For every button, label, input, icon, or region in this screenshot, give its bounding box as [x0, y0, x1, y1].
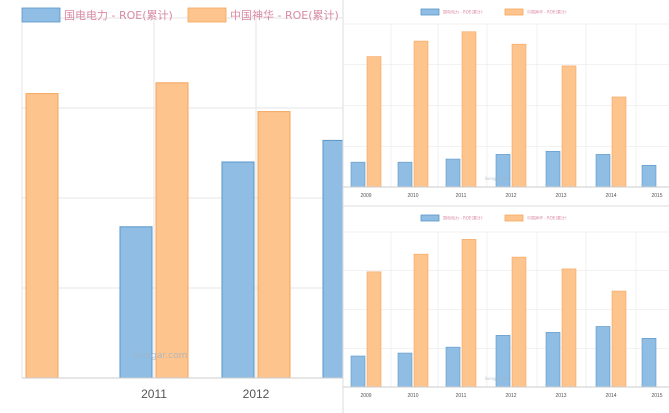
x-tick-label-2012: 2012 [505, 193, 516, 199]
legend-swatch-guodian[interactable] [420, 8, 440, 16]
bar-guodian-2013[interactable] [322, 139, 355, 379]
watermark-text: livingar.com [133, 351, 188, 361]
bar-guodian-2011[interactable] [445, 158, 461, 188]
bar-shenhua-2014[interactable] [611, 290, 627, 388]
bar-shenhua-2009[interactable] [366, 56, 382, 188]
bar-shenhua-2011[interactable] [155, 82, 189, 379]
bar-shenhua-2010[interactable] [413, 40, 429, 188]
watermark-text: livingar.com [485, 376, 509, 381]
chart-panel-top-right: 2009 2010 2011 2012 2013 2014 2015 国电电力 - ROE(累… [343, 9, 669, 199]
x-tick-label-2009: 2009 [360, 393, 371, 399]
x-tick-label-2011: 2011 [141, 387, 167, 401]
legend-swatch-guodian[interactable] [21, 7, 61, 23]
legend-swatch-shenhua[interactable] [187, 7, 227, 23]
bar-guodian-2013[interactable] [545, 150, 561, 188]
bar-shenhua-2009[interactable] [366, 271, 382, 388]
bar-guodian-2014[interactable] [595, 326, 611, 388]
x-tick-label-2011: 2011 [456, 193, 467, 199]
x-tick-label-2011: 2011 [456, 393, 467, 399]
x-tick-label-2010: 2010 [407, 193, 418, 199]
legend-swatch-shenhua[interactable] [504, 214, 524, 222]
legend-label-shenhua[interactable]: 中国神华 - ROE(累计) [230, 8, 339, 22]
bar-guodian-2015[interactable] [641, 164, 657, 188]
legend-swatch-guodian[interactable] [420, 214, 440, 222]
bar-guodian-2012[interactable] [221, 161, 255, 379]
x-tick-label-2014: 2014 [605, 193, 616, 199]
x-tick-label-2015: 2015 [651, 193, 662, 199]
x-tick-label-2009: 2009 [360, 193, 371, 199]
chart-panel-bottom-right: 2009 2010 2011 2012 2013 2014 2015 国电电力 - ROE(累… [343, 215, 669, 399]
watermark-text: livingar.com [485, 176, 509, 181]
bar-guodian-2014[interactable] [595, 154, 611, 188]
legend-label-shenhua[interactable]: 中国神华 - ROE(累计) [527, 9, 567, 15]
bar-guodian-2009[interactable] [350, 161, 366, 188]
legend-label-guodian[interactable]: 国电电力 - ROE(累计) [443, 9, 483, 15]
bar-shenhua-partial[interactable] [25, 93, 59, 379]
bar-shenhua-2013[interactable] [561, 268, 577, 388]
x-tick-label-2013: 2013 [555, 393, 566, 399]
legend-label-guodian[interactable]: 国电电力 - ROE(累计) [64, 9, 173, 22]
legend-label-guodian[interactable]: 国电电力 - ROE(累计) [443, 215, 483, 221]
bar-guodian-2010[interactable] [397, 352, 413, 388]
bar-shenhua-2010[interactable] [413, 253, 429, 388]
bar-guodian-2013[interactable] [545, 332, 561, 388]
legend-swatch-shenhua[interactable] [504, 8, 524, 16]
bar-guodian-2010[interactable] [397, 161, 413, 188]
bar-shenhua-2013[interactable] [561, 65, 577, 188]
bar-guodian-2015[interactable] [641, 337, 657, 388]
bar-shenhua-2012[interactable] [511, 256, 527, 388]
legend-label-shenhua[interactable]: 中国神华 - ROE(累计) [527, 215, 567, 221]
x-tick-label-2013: 2013 [555, 193, 566, 199]
x-tick-label-2014: 2014 [605, 393, 616, 399]
x-tick-label-2012: 2012 [505, 393, 516, 399]
x-tick-label-2012: 2012 [243, 387, 270, 401]
bar-shenhua-2011[interactable] [461, 239, 477, 388]
bar-shenhua-2012[interactable] [511, 43, 527, 188]
bar-shenhua-2011[interactable] [461, 31, 477, 188]
bar-shenhua-2012[interactable] [257, 111, 291, 379]
bar-shenhua-2014[interactable] [611, 96, 627, 188]
x-tick-label-2015: 2015 [651, 393, 662, 399]
bar-guodian-2011[interactable] [445, 346, 461, 388]
bar-guodian-2009[interactable] [350, 355, 366, 388]
x-tick-label-2010: 2010 [407, 393, 418, 399]
bar-guodian-2012[interactable] [495, 154, 511, 188]
